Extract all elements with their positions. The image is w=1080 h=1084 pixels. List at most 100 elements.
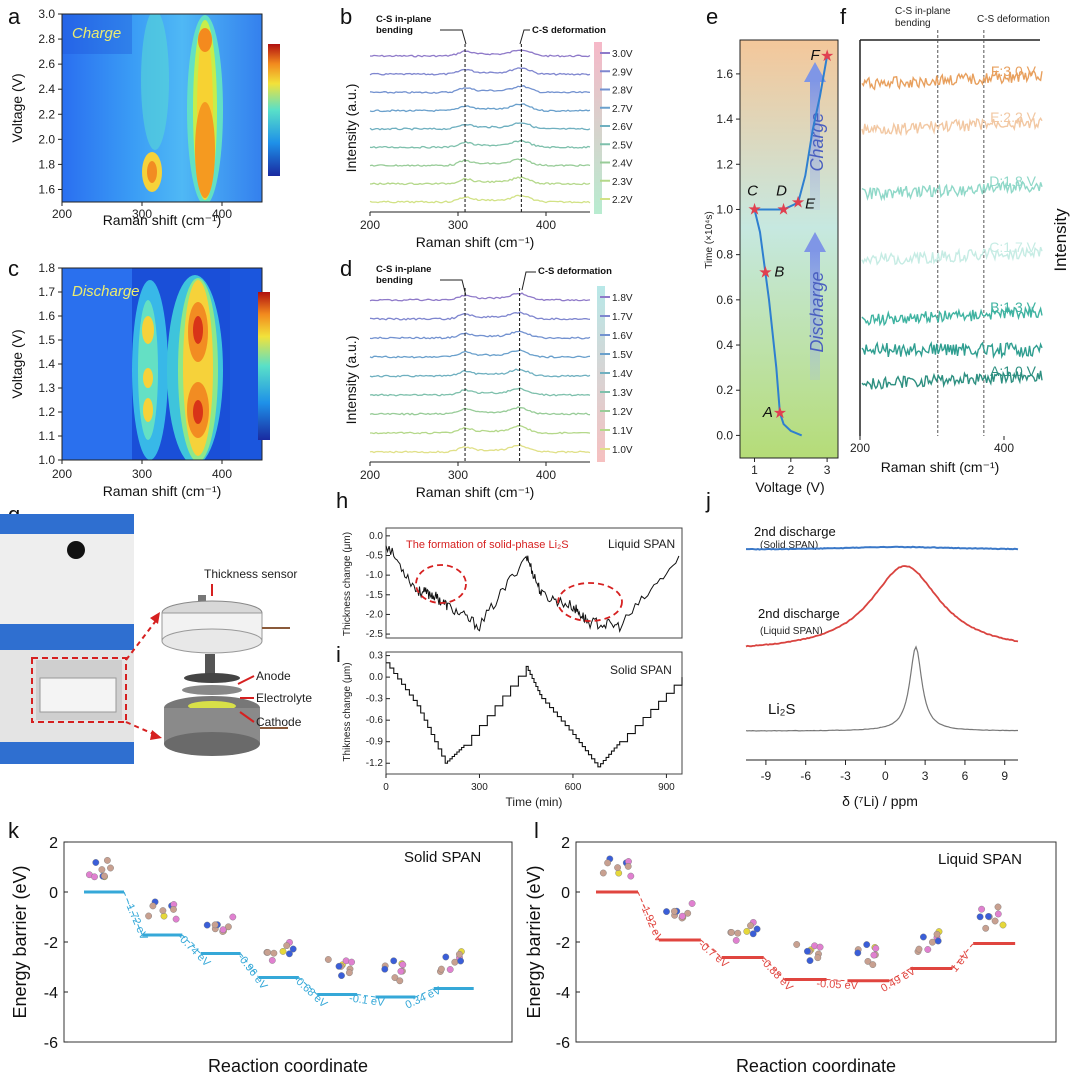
molecule-atom bbox=[614, 864, 621, 871]
molecule-atom bbox=[219, 926, 227, 934]
molecule-atom bbox=[279, 948, 287, 955]
spectrum-line bbox=[369, 194, 591, 204]
chart-title: Solid SPAN bbox=[404, 849, 481, 866]
molecule-atom bbox=[203, 921, 211, 929]
energy-step-label: -1.92 eV bbox=[637, 901, 665, 945]
molecule-atom bbox=[270, 949, 278, 957]
molecule-atom bbox=[615, 869, 623, 877]
y-tick-label: -2.0 bbox=[366, 609, 384, 620]
molecule-atom bbox=[863, 941, 871, 948]
raman-trace bbox=[861, 246, 1043, 266]
y-tick-label: -0.9 bbox=[366, 737, 384, 748]
panel-letter: b bbox=[340, 4, 352, 29]
molecule-atom bbox=[854, 949, 862, 957]
y-tick-label: 1.8 bbox=[38, 157, 55, 171]
y-tick-label: 1.3 bbox=[38, 381, 55, 395]
x-tick-label: 400 bbox=[536, 218, 556, 232]
x-tick-label: -6 bbox=[800, 769, 811, 783]
x-tick-label: 0 bbox=[882, 769, 889, 783]
charge-arrow bbox=[810, 80, 820, 210]
molecule-atom bbox=[627, 872, 635, 880]
molecule-atom bbox=[671, 907, 678, 915]
x-axis-label: Raman shift (cm⁻¹) bbox=[103, 483, 222, 499]
panel-letter: d bbox=[340, 256, 352, 281]
molecule-atom bbox=[335, 962, 343, 970]
y-tick-label: -0.6 bbox=[366, 715, 384, 726]
y-tick-label: 1.1 bbox=[38, 429, 55, 443]
panel-f-spectra: f C-S in-plane bending C-S deformation F… bbox=[840, 4, 1070, 475]
molecule-atom bbox=[743, 928, 751, 935]
x-axis-label: Time (min) bbox=[506, 795, 563, 809]
y-tick-label: 1.6 bbox=[38, 182, 55, 196]
highlight-ellipse-2 bbox=[557, 582, 623, 622]
spectrum-line bbox=[369, 349, 591, 359]
molecule-atom bbox=[934, 937, 942, 945]
y-axis-label: Voltage (V) bbox=[9, 73, 25, 142]
star-marker: ★ bbox=[776, 201, 790, 218]
y-tick-label: -1.5 bbox=[366, 590, 384, 601]
molecule-atom bbox=[749, 930, 757, 938]
x-axis-label: Raman shift (cm⁻¹) bbox=[881, 459, 1000, 475]
annotation-cs-bending-line2: bending bbox=[376, 25, 413, 36]
y-axis-label: Thikness change (μm) bbox=[342, 662, 353, 761]
x-tick-label: 400 bbox=[536, 468, 556, 482]
energy-step-label: 1 eV bbox=[949, 949, 973, 975]
y-tick-label: -4 bbox=[556, 985, 570, 1002]
energy-step-label: -0.68 eV bbox=[291, 973, 330, 1011]
y-tick-label: -4 bbox=[44, 985, 58, 1002]
highlight-ellipse-1 bbox=[415, 564, 467, 604]
molecule-atom bbox=[149, 902, 157, 910]
annotation-cs-deformation: C-S deformation bbox=[538, 266, 612, 277]
spectrum-line bbox=[369, 158, 591, 167]
y-axis-label: Intensity (a.u.) bbox=[343, 336, 359, 425]
molecule-atom bbox=[104, 857, 111, 864]
y-axis-label: Energy barrier (eV) bbox=[524, 865, 544, 1018]
raman-trace bbox=[861, 305, 1043, 327]
energy-connector bbox=[181, 934, 201, 954]
molecule-atom bbox=[872, 945, 880, 952]
label-electrolyte: Electrolyte bbox=[256, 691, 312, 705]
spectrum-line bbox=[369, 292, 591, 302]
energy-connector bbox=[357, 994, 376, 998]
x-tick-label: 400 bbox=[212, 467, 232, 481]
voltage-arrow-b bbox=[594, 42, 602, 214]
molecule-atom bbox=[324, 956, 332, 963]
y-axis-label: Thickness change (μm) bbox=[342, 532, 353, 636]
molecule-atom bbox=[864, 958, 872, 965]
annotation-cs-bending-line1: C-S in-plane bbox=[895, 6, 951, 17]
molecule-atom bbox=[160, 912, 168, 920]
molecule-atom bbox=[929, 938, 936, 946]
panel-l-energy: l Liquid SPAN -1.92 eV-0.7 eV-0.88 eV -0.… bbox=[524, 818, 1057, 1076]
energy-connector bbox=[951, 943, 974, 969]
molecule-atom bbox=[345, 969, 353, 977]
raman-trace bbox=[861, 116, 1043, 137]
point-label: A bbox=[762, 404, 773, 421]
legend-label: 1.0V bbox=[612, 445, 633, 456]
y-tick-label: 0.0 bbox=[369, 531, 383, 542]
x-axis-label: Reaction coordinate bbox=[736, 1056, 896, 1076]
legend-label: 2.7V bbox=[612, 104, 633, 115]
molecule-atom bbox=[978, 905, 985, 913]
legend-label: 1.5V bbox=[612, 350, 633, 361]
x-tick-label: 200 bbox=[850, 441, 870, 455]
molecule-atom bbox=[806, 957, 814, 964]
star-marker: ★ bbox=[791, 195, 805, 212]
molecule-atom bbox=[814, 954, 822, 962]
legend-label: 2.4V bbox=[612, 159, 633, 170]
point-label: D bbox=[776, 182, 787, 199]
molecule-atom bbox=[159, 907, 167, 914]
x-tick-label: 3 bbox=[824, 463, 831, 477]
y-tick-label: 1.2 bbox=[38, 405, 55, 419]
raman-trace bbox=[861, 370, 1043, 390]
spectrum-line bbox=[369, 49, 591, 58]
label-liquid-line2: (Liquid SPAN) bbox=[760, 626, 823, 637]
legend-label: 1.8V bbox=[612, 293, 633, 304]
nmr-trace-liquid bbox=[745, 565, 1019, 648]
molecule-atom bbox=[397, 967, 405, 975]
y-tick-label: 1.0 bbox=[716, 202, 733, 216]
annotation-cs-bending-line2: bending bbox=[376, 275, 413, 286]
spectrum-line bbox=[369, 330, 591, 340]
x-tick-label: 0 bbox=[383, 782, 389, 793]
y-tick-label: 1.7 bbox=[38, 285, 55, 299]
